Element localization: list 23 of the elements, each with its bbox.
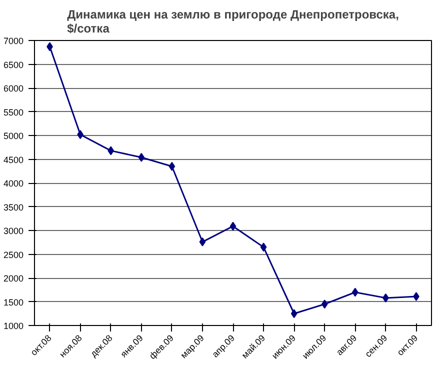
y-tick-label: 3000 xyxy=(3,226,24,236)
y-tick-label: 5000 xyxy=(3,131,24,141)
y-tick-label: 2000 xyxy=(3,274,24,284)
y-tick-label: 4000 xyxy=(3,178,24,188)
y-tick-label: 7000 xyxy=(3,36,24,46)
y-tick-label: 4500 xyxy=(3,154,24,165)
y-tick-label: 6000 xyxy=(3,84,24,94)
y-tick-label: 1500 xyxy=(3,297,24,308)
point xyxy=(352,288,358,297)
point xyxy=(260,242,267,252)
point xyxy=(290,309,298,318)
point xyxy=(138,152,145,162)
chart-title: Динамика цен на землю в пригороде Днепропетровска, $/сотка xyxy=(67,8,399,36)
point xyxy=(108,146,114,156)
y-tick-label: 2500 xyxy=(3,250,24,260)
point xyxy=(199,237,206,246)
point xyxy=(230,222,236,231)
y-tick-label: 6500 xyxy=(3,60,24,70)
point xyxy=(321,300,328,309)
y-tick-label: 3500 xyxy=(3,202,24,212)
y-tick-label: 1000 xyxy=(3,321,24,331)
y-tick-label: 5500 xyxy=(3,107,24,118)
point xyxy=(168,162,176,171)
